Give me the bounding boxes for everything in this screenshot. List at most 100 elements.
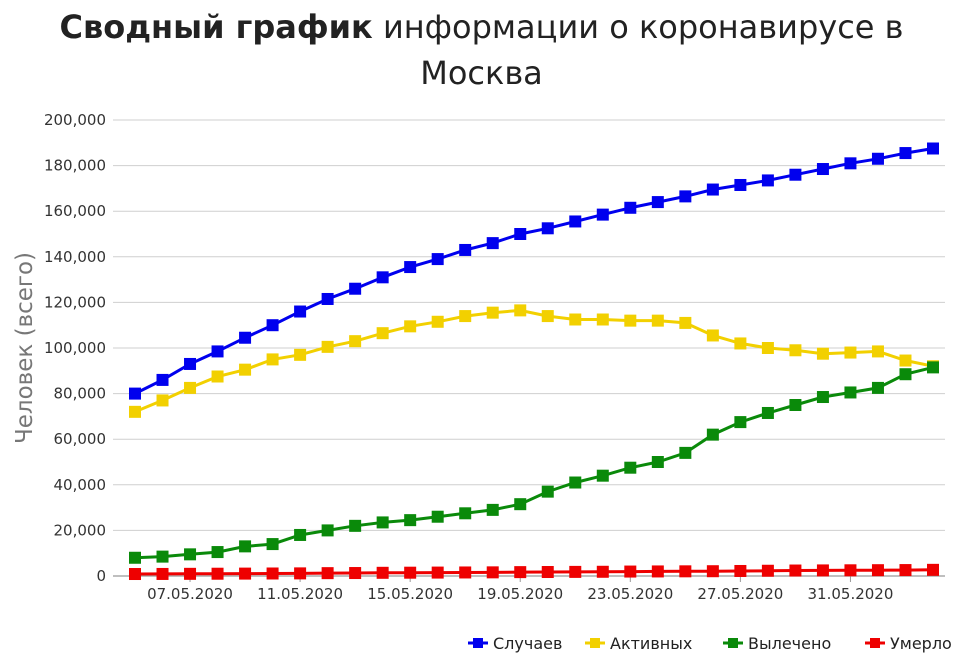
legend-label: Активных — [610, 634, 692, 653]
legend-swatch-marker — [590, 638, 600, 648]
series-вылечено-point — [734, 416, 747, 429]
x-tick-label: 15.05.2020 — [367, 585, 453, 603]
series-умерло-point — [486, 566, 499, 579]
series-активных-point — [431, 315, 444, 328]
series-вылечено-point — [129, 551, 141, 564]
series-активных-point — [129, 405, 141, 418]
x-tick-labels: 07.05.2020 11.05.2020 15.05.2020 19.05.2020… — [147, 576, 893, 603]
series-умерло — [129, 563, 939, 581]
series-случаев — [129, 142, 939, 400]
series-вылечено-point — [239, 540, 252, 553]
series-случаев-point — [596, 208, 609, 221]
chart-title-bold: Сводный график — [59, 8, 373, 46]
series-вылечено-point — [404, 514, 417, 527]
series-умерло-point — [899, 564, 912, 577]
series-вылечено-point — [156, 550, 169, 563]
series-активных-point — [349, 335, 362, 348]
series-вылечено-point — [816, 391, 829, 404]
legend-item[interactable]: Случаев — [468, 634, 562, 653]
series-случаев-point — [129, 387, 141, 400]
x-tick-label: 07.05.2020 — [147, 585, 233, 603]
series-случаев-point — [486, 237, 499, 250]
series-активных-point — [156, 394, 169, 407]
y-tick-label: 120,000 — [44, 293, 106, 311]
series-активных-point — [184, 381, 197, 394]
legend-swatch-marker — [728, 638, 738, 648]
series-вылечено-point — [706, 428, 719, 441]
series-умерло-point — [871, 564, 884, 577]
y-tick-label: 40,000 — [54, 476, 107, 494]
series-вылечено-point — [294, 528, 307, 541]
series-активных-point — [376, 327, 389, 340]
series-вылечено-point — [211, 546, 224, 559]
series-случаев-point — [266, 319, 279, 332]
series-активных-point — [624, 314, 637, 327]
series-вылечено-point — [679, 446, 692, 459]
x-tick-label: 11.05.2020 — [257, 585, 343, 603]
y-axis-label: Человек (всего) — [12, 252, 38, 444]
legend-label: Вылечено — [748, 634, 831, 653]
series-случаев-point — [541, 222, 554, 235]
series-случаев-point — [321, 292, 334, 305]
series-вылечено-point — [899, 368, 912, 381]
series-вылечено-line — [134, 365, 934, 560]
series-умерло-point — [294, 567, 307, 580]
series-умерло-point — [816, 564, 829, 577]
series-активных-point — [514, 304, 527, 317]
series-активных-point — [541, 310, 554, 323]
series-умерло-point — [706, 565, 719, 578]
series-вылечено-point — [459, 507, 472, 520]
series-активных-point — [761, 342, 774, 354]
series-вылечено-point — [349, 519, 362, 532]
series-активных-point — [899, 354, 912, 367]
series-активных-point — [266, 353, 279, 366]
series-активных-point — [239, 363, 252, 376]
series-случаев-point — [844, 157, 857, 170]
series-активных-point — [211, 370, 224, 383]
legend-swatch-marker — [473, 638, 483, 648]
x-tick-label: 27.05.2020 — [697, 585, 783, 603]
chart-title: Сводный график информации о коронавирусе… — [0, 4, 963, 96]
series-активных-point — [459, 310, 472, 323]
legend: Случаев Активных Вылечено Умерло — [468, 634, 952, 653]
series-активных — [129, 304, 939, 418]
series-активных-point — [596, 313, 609, 326]
series-случаев-point — [734, 178, 747, 191]
series-случаев-point — [651, 196, 664, 209]
series-активных-point — [706, 329, 719, 342]
chart-title-line2: Москва — [420, 54, 543, 92]
series-умерло-point — [844, 564, 857, 577]
series-умерло-point — [651, 565, 664, 578]
series-вылечено-point — [651, 456, 664, 468]
y-tick-label: 80,000 — [54, 385, 107, 403]
series-умерло-point — [156, 567, 169, 580]
y-tick-label: 160,000 — [44, 202, 106, 220]
series-случаев-point — [706, 183, 719, 196]
series-случаев-point — [294, 305, 307, 318]
series-случаев-point — [816, 163, 829, 176]
y-tick-label: 180,000 — [44, 157, 106, 175]
series-случаев-point — [761, 174, 774, 187]
series-вылечено-point — [596, 469, 609, 482]
series-случаев-point — [376, 271, 389, 284]
legend-item[interactable]: Активных — [585, 634, 692, 653]
series-умерло-point — [761, 564, 774, 577]
series-умерло-point — [376, 566, 389, 579]
series-активных-point — [404, 320, 417, 333]
series-умерло-point — [211, 567, 224, 580]
series-умерло-point — [184, 567, 197, 580]
y-tick-label: 100,000 — [44, 339, 106, 357]
series-умерло-point — [927, 563, 939, 576]
series-случаев-point — [211, 345, 224, 358]
series-умерло-point — [349, 567, 362, 580]
chart-title-rest: информации о коронавирусе в — [382, 8, 904, 46]
series-активных-point — [844, 346, 857, 359]
series-активных-point — [486, 306, 499, 319]
legend-item[interactable]: Умерло — [865, 634, 952, 653]
series-активных-point — [789, 344, 802, 357]
legend-label: Умерло — [890, 634, 952, 653]
legend-item[interactable]: Вылечено — [723, 634, 831, 653]
series-умерло-point — [321, 567, 334, 580]
series-умерло-point — [514, 566, 527, 579]
